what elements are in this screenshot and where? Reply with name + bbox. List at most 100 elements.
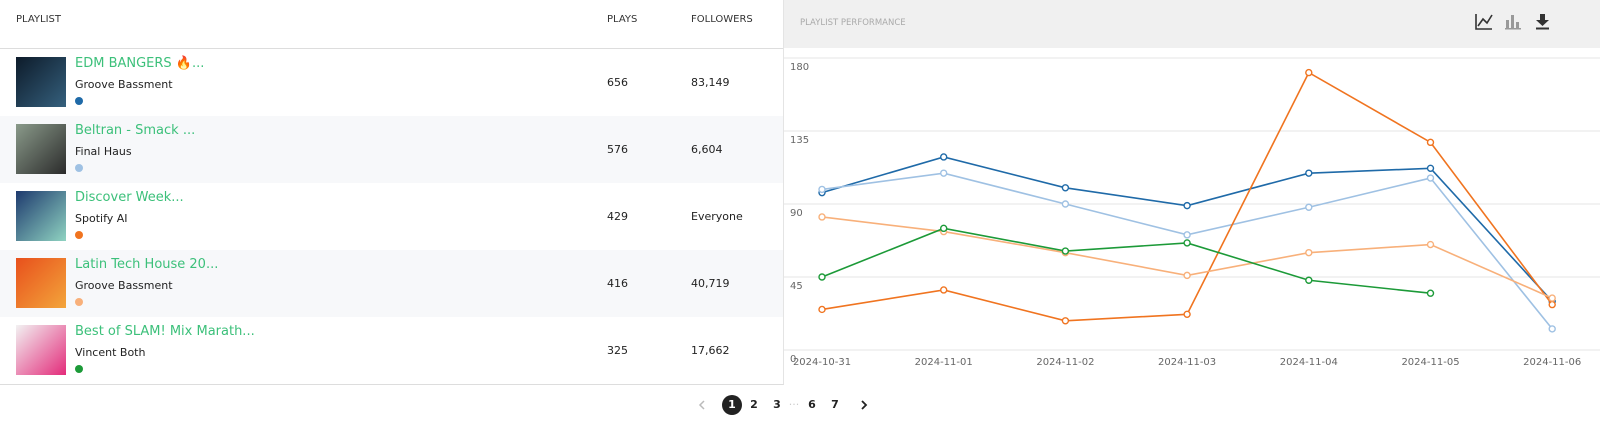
data-point <box>1061 317 1070 325</box>
data-point <box>939 286 948 294</box>
x-tick-label: 2024-11-04 <box>1280 357 1338 368</box>
playlist-name[interactable]: Discover Week... <box>75 190 184 205</box>
data-point <box>1183 231 1191 239</box>
page-button[interactable]: 7 <box>831 398 839 411</box>
data-point <box>818 273 826 281</box>
playlist-cover <box>16 124 66 174</box>
column-header: FOLLOWERS <box>691 14 753 25</box>
data-point <box>939 224 948 233</box>
page-button[interactable]: 6 <box>808 398 816 411</box>
data-point <box>1426 174 1435 182</box>
data-point <box>1548 294 1556 302</box>
table-row[interactable]: EDM BANGERS 🔥... Groove Bassment 656 83,149 <box>0 49 783 116</box>
next-page[interactable] <box>858 399 870 411</box>
y-tick-label: 180 <box>790 62 809 73</box>
data-point <box>939 153 948 161</box>
table-row[interactable]: Best of SLAM! Mix Marath... Vincent Both 3… <box>0 317 783 384</box>
data-point <box>1305 68 1313 77</box>
header-divider <box>0 48 783 49</box>
data-point <box>1548 300 1556 309</box>
plays-cell: 325 <box>607 344 628 357</box>
data-point <box>1183 239 1191 247</box>
playlist-cover <box>16 57 66 107</box>
playlist-name[interactable]: Latin Tech House 20... <box>75 257 219 272</box>
download-icon[interactable] <box>1536 14 1549 30</box>
followers-cell: 17,662 <box>691 344 730 357</box>
plays-cell: 576 <box>607 143 628 156</box>
series-line <box>821 156 1553 302</box>
data-point <box>1305 203 1313 211</box>
followers-cell: 40,719 <box>691 277 730 290</box>
data-point <box>939 169 948 177</box>
column-header: PLAYLIST <box>16 14 61 25</box>
plays-cell: 429 <box>607 210 628 223</box>
x-tick-label: 2024-10-31 <box>793 357 851 368</box>
playlist-name[interactable]: Beltran - Smack ... <box>75 123 196 138</box>
page-button[interactable]: 2 <box>750 398 758 411</box>
data-point <box>1061 184 1070 192</box>
playlist-owner: Groove Bassment <box>75 279 173 292</box>
data-point <box>1548 325 1556 333</box>
table-row[interactable]: Beltran - Smack ... Final Haus 576 6,604 <box>0 116 783 183</box>
followers-cell: Everyone <box>691 210 743 223</box>
data-point <box>1061 247 1070 255</box>
series-color-dot <box>75 298 83 306</box>
x-tick-label: 2024-11-06 <box>1523 357 1581 368</box>
page-button[interactable]: 3 <box>773 398 781 411</box>
data-point <box>818 305 826 314</box>
playlist-owner: Groove Bassment <box>75 78 173 91</box>
playlist-name[interactable]: Best of SLAM! Mix Marath... <box>75 324 255 339</box>
series-line <box>821 71 1553 322</box>
plays-cell: 416 <box>607 277 628 290</box>
y-tick-label: 90 <box>790 208 803 219</box>
playlist-cover <box>16 258 66 308</box>
line-icon[interactable] <box>1475 14 1493 30</box>
playlist-owner: Spotify AI <box>75 212 128 225</box>
page-ellipsis: ··· <box>788 398 800 411</box>
playlist-table: PLAYLIST PLAYS FOLLOWERS EDM BANGERS 🔥..… <box>0 0 784 385</box>
chart-title: PLAYLIST PERFORMANCE <box>800 18 906 28</box>
series-line <box>821 227 1431 295</box>
followers-cell: 83,149 <box>691 76 730 89</box>
playlist-cover <box>16 191 66 241</box>
data-point <box>1426 289 1435 297</box>
data-point <box>1426 240 1435 249</box>
y-tick-label: 45 <box>790 281 803 292</box>
data-point <box>1305 248 1313 257</box>
data-point <box>1426 138 1435 147</box>
data-point <box>1183 310 1191 319</box>
plays-cell: 656 <box>607 76 628 89</box>
column-header: PLAYS <box>607 14 638 25</box>
series-color-dot <box>75 97 83 105</box>
data-point <box>818 213 826 221</box>
data-point <box>1426 164 1435 173</box>
data-point <box>1061 200 1070 208</box>
x-tick-label: 2024-11-01 <box>915 357 973 368</box>
series-line <box>821 216 1553 299</box>
x-tick-label: 2024-11-02 <box>1036 357 1094 368</box>
x-tick-label: 2024-11-03 <box>1158 357 1216 368</box>
data-point <box>1183 271 1191 280</box>
playlist-owner: Final Haus <box>75 145 132 158</box>
data-point <box>1305 169 1313 177</box>
followers-cell: 6,604 <box>691 143 723 156</box>
table-row[interactable]: Latin Tech House 20... Groove Bassment 416… <box>0 250 783 317</box>
table-row[interactable]: Discover Week... Spotify AI 429 Everyone <box>0 183 783 250</box>
playlist-name[interactable]: EDM BANGERS 🔥... <box>75 56 205 71</box>
data-point <box>818 185 826 194</box>
page-button[interactable]: 1 <box>722 395 742 415</box>
prev-page[interactable] <box>696 399 708 411</box>
data-point <box>1305 276 1313 284</box>
data-point <box>1183 201 1191 210</box>
playlist-cover <box>16 325 66 375</box>
series-color-dot <box>75 365 83 373</box>
chart-header <box>784 0 1600 48</box>
y-tick-label: 0 <box>790 354 796 365</box>
pagination: 1 2 3 6 7 ··· <box>0 394 1600 416</box>
series-color-dot <box>75 164 83 172</box>
x-tick-label: 2024-11-05 <box>1401 357 1459 368</box>
bar-icon[interactable] <box>1505 15 1521 30</box>
series-color-dot <box>75 231 83 239</box>
y-tick-label: 135 <box>790 135 809 146</box>
